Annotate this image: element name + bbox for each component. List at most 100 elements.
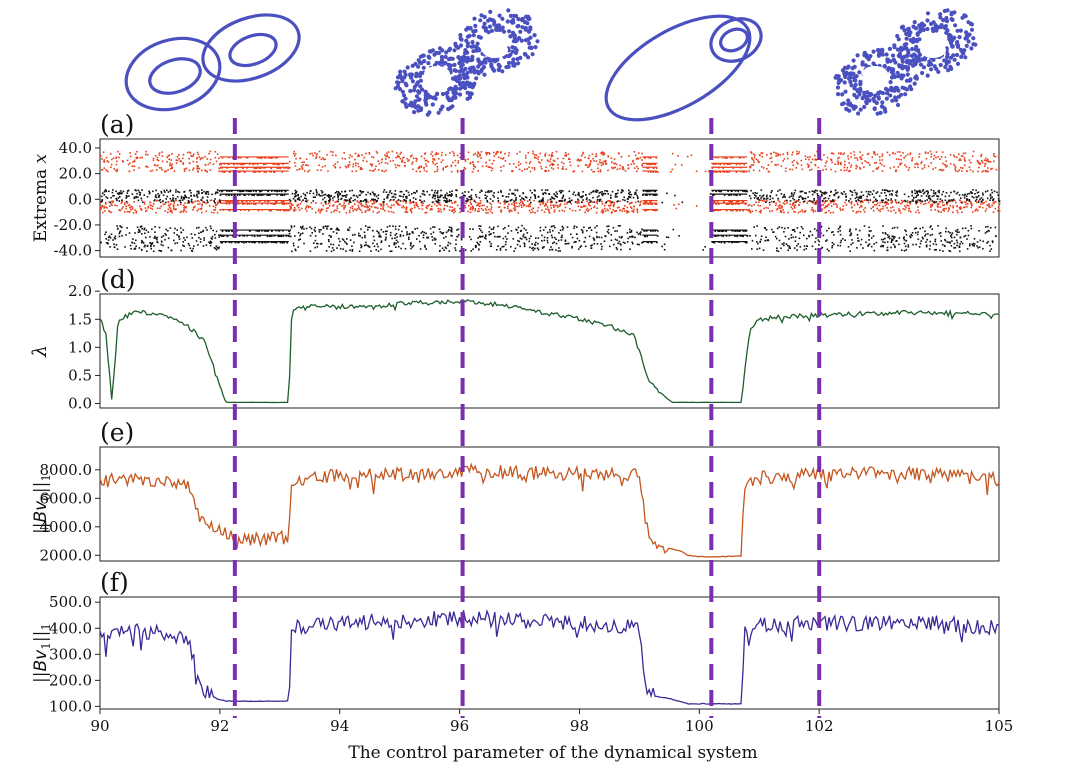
extrema-point bbox=[278, 230, 281, 232]
extrema-point bbox=[786, 202, 788, 204]
extrema-point bbox=[301, 200, 303, 203]
extrema-point bbox=[631, 241, 633, 244]
extrema-point bbox=[584, 245, 587, 248]
extrema-point bbox=[992, 211, 995, 213]
extrema-point bbox=[552, 229, 554, 232]
extrema-point bbox=[942, 208, 945, 210]
extrema-point bbox=[581, 206, 583, 208]
attractor-point bbox=[413, 61, 418, 67]
extrema-point bbox=[179, 160, 182, 162]
extrema-point bbox=[324, 165, 326, 167]
extrema-point bbox=[601, 200, 603, 203]
extrema-point bbox=[535, 157, 538, 159]
attractor-point bbox=[966, 20, 971, 25]
extrema-point bbox=[481, 190, 483, 192]
extrema-point bbox=[640, 200, 642, 203]
extrema-point bbox=[396, 164, 399, 167]
extrema-point bbox=[492, 232, 495, 234]
attractor-point bbox=[511, 61, 516, 66]
extrema-point bbox=[420, 202, 422, 204]
extrema-point bbox=[959, 158, 961, 160]
extrema-point bbox=[508, 152, 510, 154]
extrema-point bbox=[991, 191, 994, 194]
extrema-point bbox=[977, 170, 979, 173]
extrema-point bbox=[897, 151, 899, 153]
extrema-point bbox=[909, 210, 912, 213]
extrema-point bbox=[589, 204, 591, 207]
extrema-point bbox=[362, 204, 364, 207]
extrema-point bbox=[532, 249, 535, 251]
extrema-point bbox=[349, 249, 351, 251]
extrema-point bbox=[935, 249, 937, 251]
extrema-point bbox=[179, 199, 182, 202]
extrema-point bbox=[850, 152, 852, 155]
extrema-point bbox=[376, 230, 378, 232]
extrema-point bbox=[426, 170, 428, 173]
extrema-point bbox=[842, 205, 845, 207]
extrema-point bbox=[212, 205, 215, 208]
extrema-point bbox=[791, 153, 793, 156]
attractor-point bbox=[844, 107, 849, 112]
extrema-point bbox=[264, 230, 267, 232]
extrema-point bbox=[644, 203, 647, 205]
extrema-point bbox=[290, 203, 293, 206]
extrema-point bbox=[109, 153, 112, 155]
attractor-loop bbox=[228, 32, 278, 68]
attractor-point bbox=[451, 88, 456, 93]
extrema-point bbox=[704, 246, 706, 248]
extrema-point bbox=[121, 226, 123, 229]
extrema-point bbox=[519, 199, 522, 201]
extrema-point bbox=[115, 190, 117, 193]
extrema-point bbox=[781, 243, 784, 245]
attractor-point bbox=[929, 67, 934, 72]
attractor-point bbox=[516, 17, 521, 22]
extrema-point bbox=[963, 206, 965, 209]
extrema-point bbox=[122, 161, 124, 163]
extrema-point bbox=[305, 206, 308, 208]
extrema-point bbox=[760, 199, 763, 201]
extrema-point bbox=[154, 231, 156, 233]
extrema-point bbox=[184, 194, 186, 197]
extrema-point bbox=[386, 196, 389, 198]
extrema-point bbox=[602, 163, 605, 165]
extrema-point bbox=[995, 235, 997, 237]
attractor-point bbox=[842, 80, 847, 85]
extrema-point bbox=[628, 155, 630, 157]
extrema-point bbox=[830, 205, 833, 207]
extrema-point bbox=[133, 196, 136, 199]
extrema-point bbox=[938, 211, 940, 213]
extrema-point bbox=[816, 200, 818, 203]
extrema-point bbox=[149, 207, 152, 209]
extrema-point bbox=[465, 200, 467, 202]
extrema-point bbox=[338, 192, 340, 194]
extrema-point bbox=[632, 196, 635, 199]
extrema-point bbox=[949, 205, 952, 207]
attractor-point bbox=[848, 101, 853, 106]
attractor-point bbox=[900, 66, 905, 71]
extrema-point bbox=[171, 153, 173, 155]
extrema-point bbox=[126, 202, 129, 204]
attractor-point bbox=[920, 70, 925, 76]
extrema-point bbox=[297, 193, 299, 196]
extrema-point bbox=[319, 210, 322, 212]
extrema-point bbox=[546, 239, 549, 242]
extrema-point bbox=[530, 211, 532, 214]
extrema-point bbox=[718, 203, 720, 205]
attractor-point bbox=[511, 57, 516, 62]
extrema-point bbox=[604, 161, 607, 163]
attractor-hole bbox=[862, 66, 888, 82]
extrema-point bbox=[431, 208, 433, 211]
extrema-point bbox=[853, 154, 856, 156]
extrema-point bbox=[826, 248, 829, 251]
extrema-point bbox=[129, 244, 132, 247]
extrema-point bbox=[174, 227, 176, 230]
extrema-point bbox=[327, 170, 329, 172]
attractor-point bbox=[889, 88, 894, 93]
extrema-point bbox=[929, 244, 931, 247]
extrema-point bbox=[293, 150, 296, 153]
extrema-point bbox=[840, 161, 842, 164]
extrema-point bbox=[632, 211, 635, 213]
extrema-point bbox=[351, 207, 354, 210]
attractor-loop bbox=[124, 36, 222, 112]
extrema-point bbox=[556, 193, 558, 195]
